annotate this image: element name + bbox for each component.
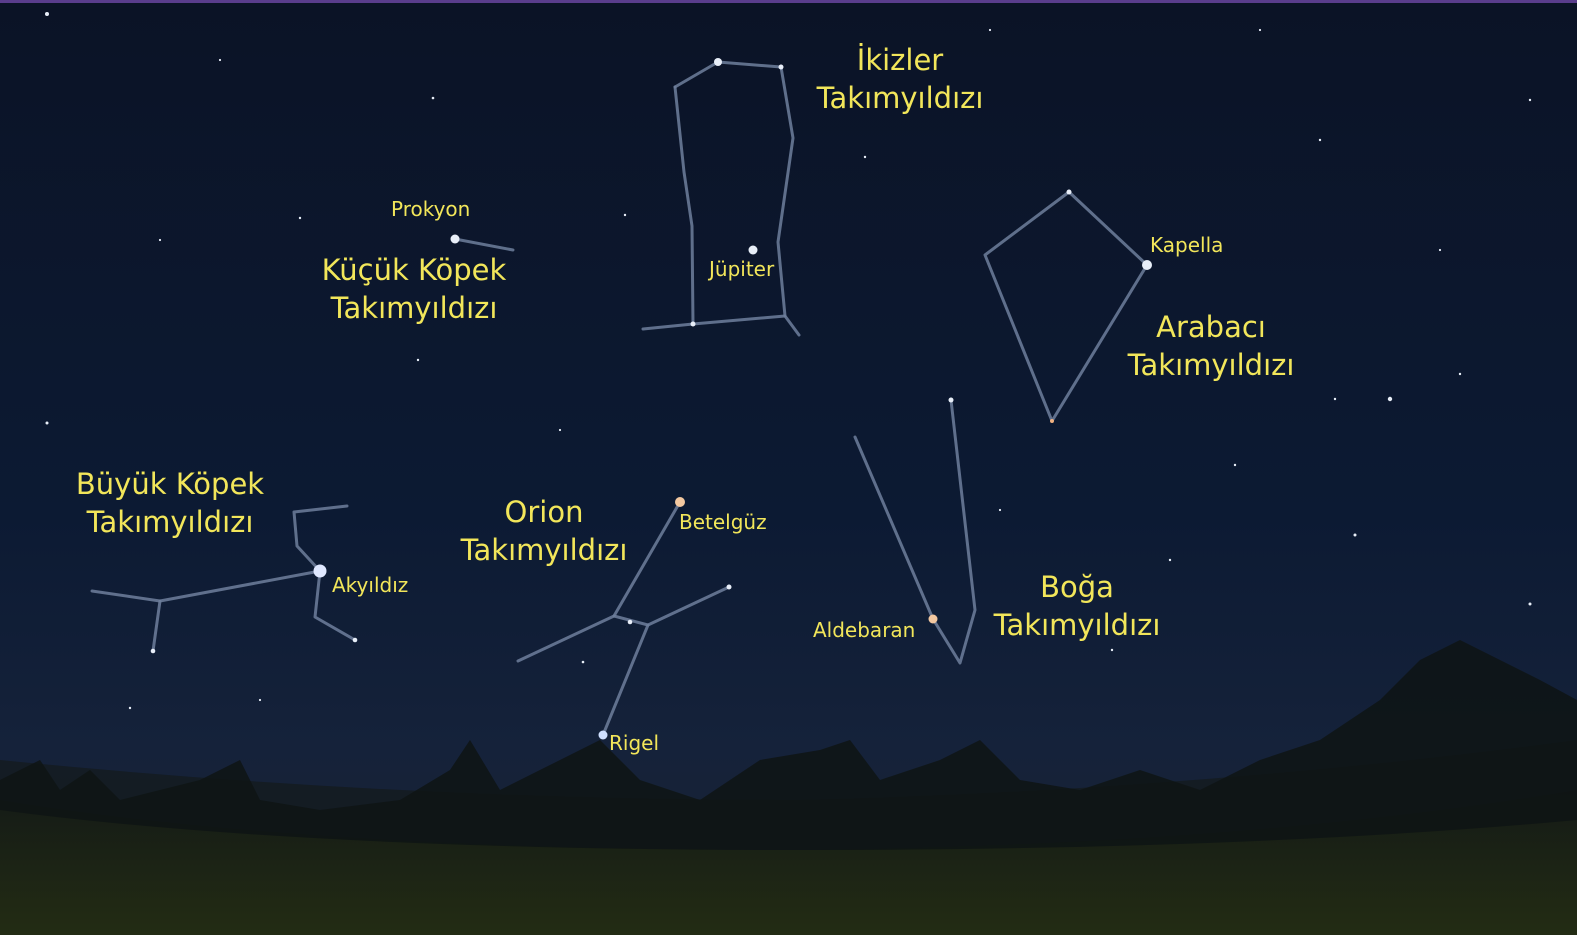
star-label: Prokyon [391, 197, 470, 221]
constellation-word: Takımyıldızı [816, 81, 984, 115]
star-label: Rigel [609, 731, 659, 755]
sky-map: İkizler Takımyıldızı Küçük Köpek Takımyı… [0, 0, 1577, 935]
star-label: Akyıldız [332, 573, 408, 597]
constellation-word: Takımyıldızı [1127, 348, 1295, 382]
constellation-word: Takımyıldızı [330, 291, 498, 325]
constellation-word: Takımyıldızı [86, 505, 254, 539]
star-label: Betelgüz [679, 510, 767, 534]
constellation-name: İkizler [857, 43, 944, 77]
star-label: Jüpiter [707, 257, 775, 281]
constellation-name: Küçük Köpek [322, 253, 507, 287]
constellation-word: Takımyıldızı [460, 533, 628, 567]
constellation-word: Takımyıldızı [993, 608, 1161, 642]
star-label: Aldebaran [813, 618, 915, 642]
page: İkizler Takımyıldızı Küçük Köpek Takımyı… [0, 0, 1577, 935]
star-label: Kapella [1150, 233, 1223, 257]
constellation-name: Arabacı [1156, 310, 1266, 344]
constellation-name: Orion [505, 495, 584, 529]
top-border [0, 0, 1577, 3]
constellation-name: Büyük Köpek [76, 467, 264, 501]
constellation-name: Boğa [1040, 570, 1114, 604]
